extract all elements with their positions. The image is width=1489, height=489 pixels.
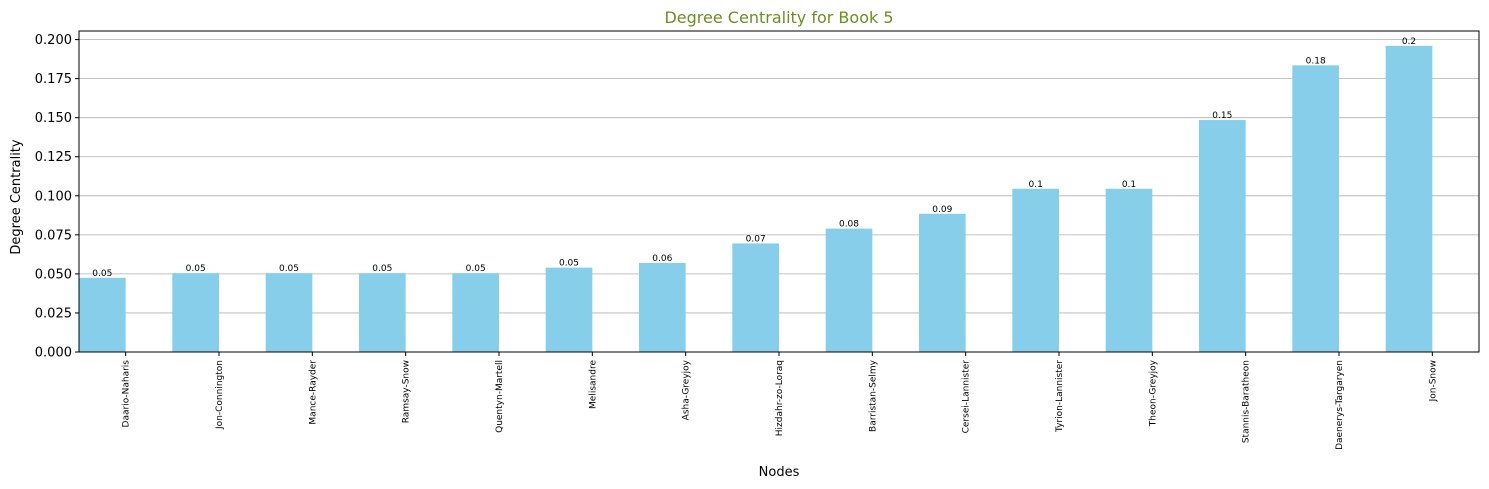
x-axis-label: Nodes [759,465,800,480]
y-tick-label: 0.025 [35,306,72,321]
x-tick-label: Cersei-Lannister [962,360,972,434]
bar [452,273,499,352]
x-tick-label: Stannis-Baratheon [1242,360,1252,443]
bar [172,273,219,352]
bar [732,243,779,352]
data-label: 0.1 [1029,180,1043,190]
bar [265,273,313,352]
data-label: 0.08 [839,220,859,230]
y-axis-label: Degree Centrality [9,139,24,254]
y-tick-label: 0.050 [35,267,72,282]
bars [79,45,1433,352]
x-tick-label: Barristan-Selmy [868,359,878,432]
bar [1105,188,1153,352]
bar [919,213,966,352]
data-label: 0.05 [279,264,299,274]
x-tick-label: Daario-Naharis [122,360,132,428]
bar [1385,45,1433,352]
data-label: 0.09 [932,205,952,215]
x-axis-ticks: Daario-Naharis Jon-Connington Mance-Rayder… [122,352,1438,450]
data-label: 0.07 [746,234,766,244]
bar [825,228,873,352]
y-tick-label: 0.150 [35,111,72,126]
data-label: 0.1 [1122,180,1136,190]
data-label: 0.05 [466,264,486,274]
x-tick-label: Asha-Greyjoy [682,359,692,420]
y-tick-label: 0.200 [35,33,72,48]
bar [79,277,126,352]
x-tick-label: Hizdahr-zo-Loraq [775,360,785,436]
bar [639,262,686,352]
data-label: 0.18 [1306,56,1326,66]
y-tick-label: 0.075 [35,228,72,243]
bar [545,267,593,352]
x-tick-label: Mance-Rayder [308,360,318,425]
x-tick-label: Tyrion-Lannister [1055,360,1065,433]
bar [1012,188,1059,352]
data-label: 0.05 [92,269,112,279]
data-label: 0.05 [186,264,206,274]
bar [1292,65,1339,352]
y-tick-label: 0.175 [35,72,72,87]
y-tick-label: 0.000 [35,346,72,361]
x-tick-label: Melisandre [588,360,598,409]
data-labels: 0.05 0.05 0.05 0.05 0.05 0.05 0.06 0.07 0.08 0.09… [92,37,1416,279]
x-tick-label: Ramsay-Snow [402,360,412,423]
data-label: 0.05 [559,259,579,269]
data-label: 0.2 [1402,37,1416,47]
bar [359,273,406,352]
y-axis-ticks: 0.000 0.025 0.050 0.075 0.100 0.125 0.150 0.175… [35,33,79,361]
y-tick-label: 0.125 [35,150,72,165]
y-tick-label: 0.100 [35,189,72,204]
grid-lines [79,39,1479,353]
x-tick-label: Quentyn-Martell [495,360,505,433]
x-tick-label: Daenerys-Targaryen [1335,360,1345,450]
bar [1199,120,1246,352]
x-tick-label: Jon-Snow [1428,360,1438,402]
data-label: 0.06 [652,254,672,264]
x-tick-label: Theon-Greyjoy [1148,359,1158,427]
x-tick-label: Jon-Connington [215,360,225,430]
data-label: 0.05 [372,264,392,274]
chart-title: Degree Centrality for Book 5 [664,8,893,27]
data-label: 0.15 [1212,111,1232,121]
